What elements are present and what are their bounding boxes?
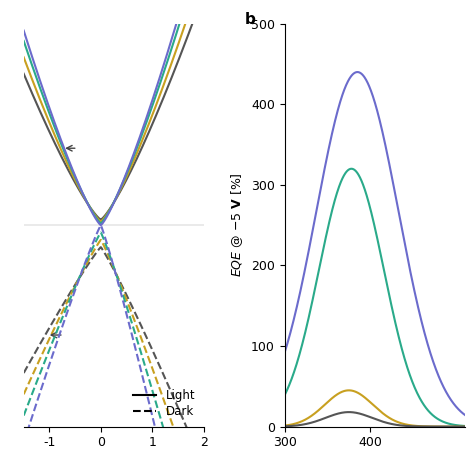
Y-axis label: $EQE$ @ $-5$ $\bf{V}$ [%]: $EQE$ @ $-5$ $\bf{V}$ [%] [229,173,246,277]
Text: b: b [245,12,256,27]
Legend: Light, Dark: Light, Dark [130,386,198,421]
